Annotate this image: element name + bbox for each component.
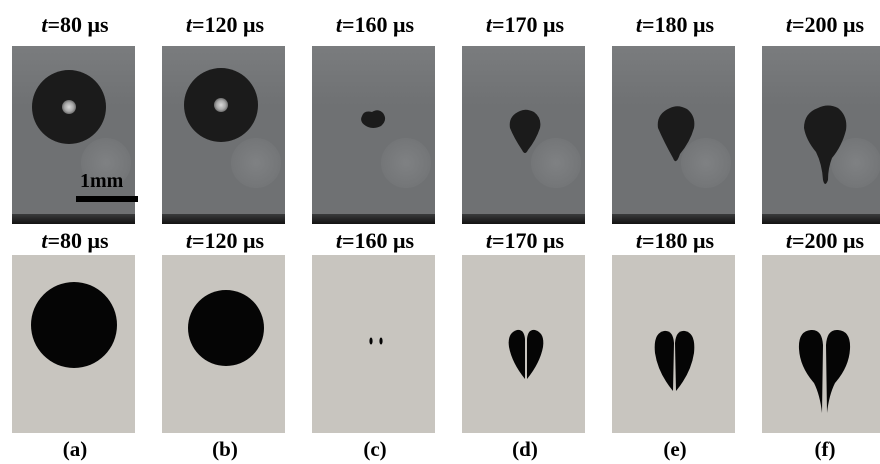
simulation-image-f (762, 255, 880, 433)
simulation-image-d (462, 255, 585, 433)
experiment-photo-d (462, 46, 585, 224)
substrate (612, 214, 735, 224)
substrate (462, 214, 585, 224)
experiment-photo-c (312, 46, 435, 224)
substrate (12, 214, 135, 224)
panel-label-f: (f) (814, 437, 836, 461)
time-variable: t (485, 12, 493, 37)
panel-e: t=180 μs t=180 μs (e) (600, 0, 750, 464)
simulation-shape-d (508, 329, 544, 379)
bottom-time-label-a: t=80 μs (0, 228, 150, 254)
simulation-image-a (12, 255, 135, 433)
experiment-photo-a (12, 46, 135, 224)
background-glow (231, 138, 281, 188)
simulation-image-b (162, 255, 285, 433)
droplet-teardrop (657, 106, 695, 162)
droplet-teardrop (804, 105, 847, 184)
top-time-label-a: t=80 μs (0, 12, 150, 38)
panel-d: t=170 μs t=170 μs (d) (450, 0, 600, 464)
top-time-label-c: t=160 μs (300, 12, 450, 38)
time-value: =80 μs (47, 12, 109, 37)
top-time-label-e: t=180 μs (600, 12, 750, 38)
time-value: =160 μs (342, 228, 415, 253)
bottom-time-label-d: t=170 μs (450, 228, 600, 254)
panel-label-c: (c) (363, 437, 387, 461)
background-glow (531, 138, 581, 188)
substrate (162, 214, 285, 224)
time-value: =200 μs (792, 228, 865, 253)
substrate (762, 214, 880, 224)
droplet-teardrop (509, 109, 541, 153)
droplet-fragment (361, 110, 386, 128)
panel-label-e: (e) (663, 437, 687, 461)
time-variable: t (185, 12, 193, 37)
top-time-label-b: t=120 μs (150, 12, 300, 38)
panel-b: t=120 μs t=120 μs (b) (150, 0, 300, 464)
time-variable: t (335, 12, 343, 37)
simulation-shape-a (31, 282, 117, 368)
experiment-photo-f (762, 46, 880, 224)
time-variable: t (785, 12, 793, 37)
simulation-image-c (312, 255, 435, 433)
time-value: =80 μs (47, 228, 109, 253)
simulation-shape-f (798, 329, 851, 413)
scale-bar-label: 1mm (80, 170, 124, 192)
top-time-label-d: t=170 μs (450, 12, 600, 38)
time-variable: t (785, 228, 793, 253)
scale-bar (76, 196, 138, 202)
background-glow (681, 138, 731, 188)
bottom-time-label-b: t=120 μs (150, 228, 300, 254)
panel-label-d: (d) (512, 437, 538, 461)
substrate (312, 214, 435, 224)
time-value: =160 μs (342, 12, 415, 37)
time-variable: t (41, 228, 48, 253)
background-glow (81, 138, 131, 188)
time-variable: t (335, 228, 343, 253)
time-value: =170 μs (492, 228, 565, 253)
simulation-shape-b (188, 290, 264, 366)
time-value: =180 μs (642, 228, 715, 253)
time-value: =180 μs (642, 12, 715, 37)
panel-label-a: (a) (62, 437, 88, 461)
panel-c: t=160 μs t=160 μs (c) (300, 0, 450, 464)
time-value: =200 μs (792, 12, 865, 37)
bottom-time-label-f: t=200 μs (750, 228, 880, 254)
bottom-time-label-e: t=180 μs (600, 228, 750, 254)
time-variable: t (635, 228, 643, 253)
time-variable: t (185, 228, 193, 253)
simulation-shape-c (369, 337, 383, 345)
simulation-shape-e (654, 330, 695, 391)
panel-a: t=80 μs t=80 μs (a) (0, 0, 150, 464)
top-time-label-f: t=200 μs (750, 12, 880, 38)
time-value: =120 μs (192, 12, 265, 37)
panel-f: t=200 μs t=200 μs (f) (750, 0, 880, 464)
time-variable: t (635, 12, 643, 37)
time-variable: t (485, 228, 493, 253)
experiment-photo-e (612, 46, 735, 224)
bottom-time-label-c: t=160 μs (300, 228, 450, 254)
time-variable: t (41, 12, 48, 37)
droplet-center-spot (62, 100, 76, 114)
background-glow (381, 138, 431, 188)
simulation-image-e (612, 255, 735, 433)
experiment-photo-b (162, 46, 285, 224)
time-value: =170 μs (492, 12, 565, 37)
panel-label-b: (b) (212, 437, 238, 461)
droplet-center-spot (214, 98, 228, 112)
time-value: =120 μs (192, 228, 265, 253)
